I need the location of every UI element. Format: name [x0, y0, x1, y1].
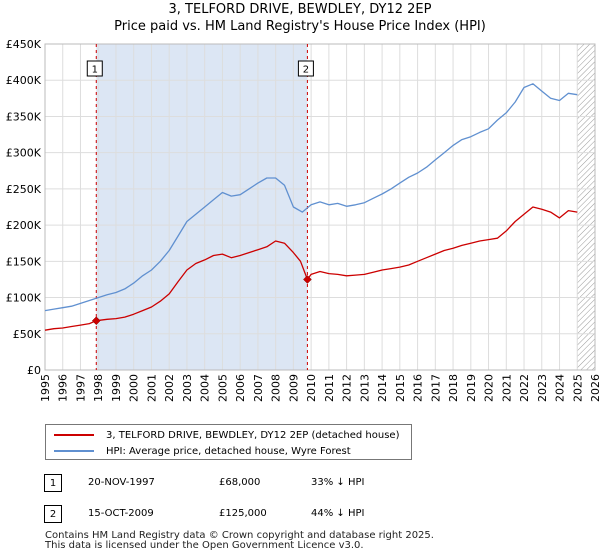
x-tick-label: 1998	[92, 374, 105, 402]
y-tick-label: £100K	[6, 292, 42, 305]
x-tick-label: 1996	[57, 374, 70, 402]
x-tick-label: 2021	[500, 374, 513, 402]
transaction-row-1: 1 20-NOV-1997 £68,000 33% ↓ HPI	[44, 474, 464, 494]
x-tick-label: 2025	[571, 374, 584, 402]
x-tick-label: 2000	[128, 374, 141, 402]
x-tick-label: 2024	[554, 374, 567, 402]
footer-line-2: This data is licensed under the Open Gov…	[45, 540, 364, 551]
transaction-hpi-diff: 44% ↓ HPI	[311, 508, 365, 519]
y-tick-label: £300K	[6, 147, 42, 160]
legend: 3, TELFORD DRIVE, BEWDLEY, DY12 2EP (det…	[45, 424, 412, 460]
transaction-date: 20-NOV-1997	[88, 477, 155, 488]
y-tick-label: £0	[27, 364, 41, 377]
transaction-badge: 2	[44, 505, 62, 523]
x-tick-label: 2012	[341, 374, 354, 402]
series-line	[44, 83, 578, 312]
x-tick-label: 2011	[323, 374, 336, 402]
legend-label-hpi: HPI: Average price, detached house, Wyre…	[106, 445, 351, 457]
x-tick-label: 1997	[74, 374, 87, 402]
x-tick-label: 2004	[199, 374, 212, 402]
sale-marker-label: 1	[92, 65, 98, 76]
sale-marker-badge	[297, 60, 314, 77]
x-tick-label: 2003	[181, 374, 194, 402]
transaction-hpi-diff: 33% ↓ HPI	[311, 477, 365, 488]
x-tick-label: 2023	[536, 374, 549, 402]
sale-marker-badge	[86, 60, 103, 77]
x-tick-label: 2016	[412, 374, 425, 402]
chart-subtitle: Price paid vs. HM Land Registry's House …	[114, 19, 486, 34]
x-tick-label: 2014	[376, 374, 389, 402]
x-tick-label: 2001	[145, 374, 158, 402]
x-tick-label: 2022	[518, 374, 531, 402]
y-tick-label: £200K	[6, 219, 42, 232]
y-tick-label: £150K	[6, 255, 42, 268]
y-tick-label: £50K	[13, 328, 42, 341]
transaction-row-2: 2 15-OCT-2009 £125,000 44% ↓ HPI	[44, 505, 464, 525]
x-tick-label: 2008	[270, 374, 283, 402]
x-tick-label: 2015	[394, 374, 407, 402]
transaction-date: 15-OCT-2009	[88, 508, 154, 519]
legend-swatch-property	[54, 434, 94, 436]
forecast-hatch	[577, 44, 595, 370]
legend-swatch-hpi	[54, 450, 94, 452]
footer-line-1: Contains HM Land Registry data © Crown c…	[45, 530, 434, 541]
x-tick-label: 2017	[429, 374, 442, 402]
x-tick-label: 2007	[252, 374, 265, 402]
sale-marker-label: 2	[303, 65, 309, 76]
sale-point	[91, 316, 101, 326]
x-tick-label: 1999	[110, 374, 123, 402]
x-tick-label: 2026	[589, 374, 600, 402]
x-tick-label: 2018	[447, 374, 460, 402]
y-tick-label: £250K	[6, 183, 42, 196]
x-tick-label: 2010	[305, 374, 318, 402]
x-tick-label: 2020	[483, 374, 496, 402]
x-tick-label: 2019	[465, 374, 478, 402]
transaction-price: £68,000	[219, 477, 261, 488]
legend-item-hpi: HPI: Average price, detached house, Wyre…	[54, 443, 351, 459]
legend-label-property: 3, TELFORD DRIVE, BEWDLEY, DY12 2EP (det…	[106, 429, 400, 441]
legend-item-property: 3, TELFORD DRIVE, BEWDLEY, DY12 2EP (det…	[54, 427, 399, 443]
footer: Contains HM Land Registry data © Crown c…	[45, 531, 434, 551]
x-tick-label: 1995	[39, 374, 52, 402]
sale-point	[303, 275, 312, 284]
y-tick-label: £350K	[6, 110, 42, 123]
ownership-shade	[96, 44, 308, 370]
series-line	[44, 206, 578, 331]
price-chart: £0 £50K £100K £150K £200K £250K £300K £350K £400…	[6, 38, 600, 402]
y-tick-label: £450K	[6, 38, 42, 51]
x-tick-label: 2005	[216, 374, 229, 402]
x-tick-label: 2002	[163, 374, 176, 402]
x-tick-label: 2013	[358, 374, 371, 402]
transaction-price: £125,000	[219, 508, 267, 519]
y-tick-label: £400K	[6, 74, 42, 87]
plot-border	[44, 43, 596, 371]
x-tick-label: 2006	[234, 374, 247, 402]
transaction-badge: 1	[44, 474, 62, 492]
x-tick-label: 2009	[287, 374, 300, 402]
chart-title: 3, TELFORD DRIVE, BEWDLEY, DY12 2EP	[168, 2, 432, 17]
